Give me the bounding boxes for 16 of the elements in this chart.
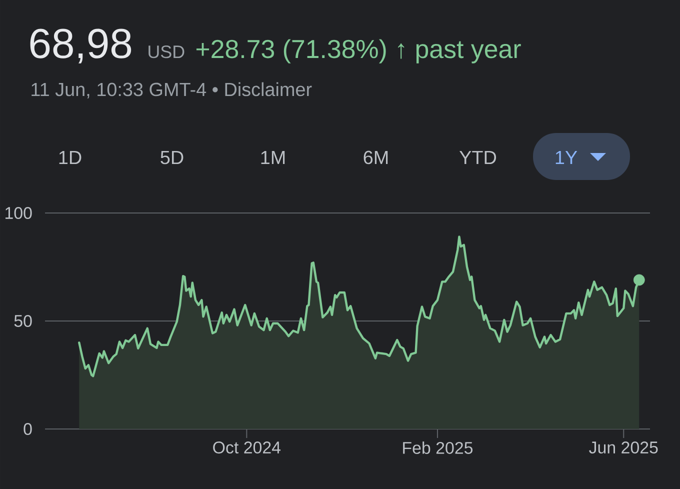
text: 1Y [556,150,578,164]
text: 6M [364,150,388,164]
text: +28.73 (71.38%) ↑ past year [196,39,521,64]
x-tick-label: Oct 2024 [213,442,281,454]
x-tick-label: Feb 2025 [403,442,473,454]
text: 5D [160,150,184,164]
chart-subtitle: 11 Jun, 10:33 GMT-4 • Disclaimer [32,82,312,98]
text: 1D [59,150,82,164]
y-tick-label: 50 [14,314,32,327]
chart-title: 68,98 [30,28,132,64]
y-tick-label: 0 [24,422,32,435]
text: YTD [459,150,496,164]
x-tick-label: Jun 2025 [589,442,658,454]
text: 1M [261,150,285,164]
y-tick-label: 100 [6,206,32,219]
text: USD [148,45,184,58]
